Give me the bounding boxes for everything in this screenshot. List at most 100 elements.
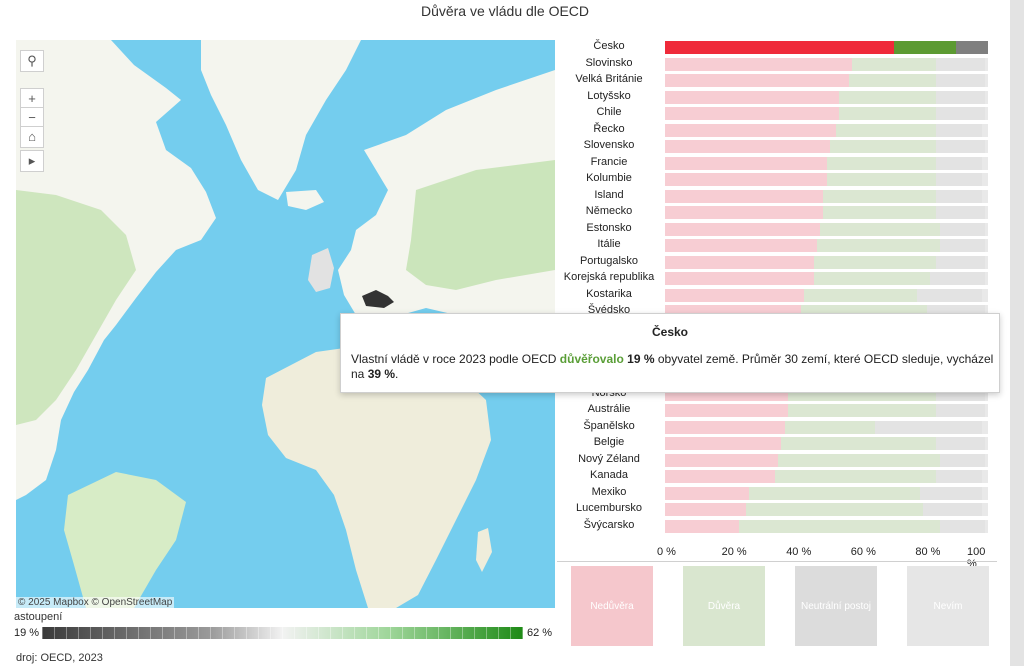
bar-segment[interactable] <box>839 90 937 104</box>
bar-segment[interactable] <box>665 189 824 203</box>
bar-segment[interactable] <box>739 519 940 533</box>
category-filter-box[interactable]: Nedůvěra <box>571 566 653 646</box>
bar-segment[interactable] <box>820 222 940 236</box>
bar-segment[interactable] <box>748 486 921 500</box>
bar-segment[interactable] <box>936 470 982 483</box>
bar-segment[interactable] <box>939 519 985 533</box>
map-attribution[interactable]: © 2025 Mapbox © OpenStreetMap <box>16 597 175 608</box>
bar-segment[interactable] <box>836 123 937 137</box>
bar-segment[interactable] <box>665 173 827 186</box>
bar-segment[interactable] <box>665 206 824 219</box>
bar-segment[interactable] <box>939 222 985 236</box>
bar-segment[interactable] <box>665 519 740 533</box>
bar-segment[interactable] <box>745 503 924 516</box>
bar-segment[interactable] <box>665 503 746 516</box>
bar-segment[interactable] <box>936 57 985 71</box>
bar-segment[interactable] <box>984 272 988 285</box>
bar-segment[interactable] <box>813 272 930 285</box>
bar-segment[interactable] <box>665 57 853 71</box>
bar-segment[interactable] <box>984 74 988 87</box>
home-icon[interactable]: ⌂ <box>20 126 44 148</box>
bar-segment[interactable] <box>665 486 749 500</box>
bar-segment[interactable] <box>981 503 988 516</box>
bar-segment[interactable] <box>816 239 940 252</box>
bar-segment[interactable] <box>826 173 937 186</box>
bar-segment[interactable] <box>984 57 988 71</box>
bar-segment[interactable] <box>829 140 937 153</box>
bar-segment[interactable] <box>984 305 988 318</box>
bar-segment[interactable] <box>823 206 937 219</box>
bar-segment[interactable] <box>981 189 988 203</box>
search-icon[interactable]: ⚲ <box>20 50 44 72</box>
bar-segment[interactable] <box>936 74 985 87</box>
bar-segment[interactable] <box>936 404 985 417</box>
bar-segment[interactable] <box>981 470 988 483</box>
bar-segment[interactable] <box>784 420 875 434</box>
bar-segment[interactable] <box>981 123 988 137</box>
bar-segment[interactable] <box>874 420 982 434</box>
bar-segment[interactable] <box>916 288 982 302</box>
bar-segment[interactable] <box>803 288 917 302</box>
bar-segment[interactable] <box>839 107 937 120</box>
zoom-out-icon[interactable]: − <box>20 107 44 129</box>
bar-segment[interactable] <box>781 437 937 450</box>
bar-segment[interactable] <box>665 272 814 285</box>
category-filter-box[interactable]: Důvěra <box>683 566 765 646</box>
bar-segment[interactable] <box>955 41 988 54</box>
bar-segment[interactable] <box>665 140 830 153</box>
bar-segment[interactable] <box>826 156 937 170</box>
bar-segment[interactable] <box>665 453 779 467</box>
bar-segment[interactable] <box>984 255 988 269</box>
bar-segment[interactable] <box>936 123 982 137</box>
bar-segment[interactable] <box>823 189 937 203</box>
bar-segment[interactable] <box>929 272 985 285</box>
bar-segment[interactable] <box>665 90 840 104</box>
bar-segment[interactable] <box>984 206 988 219</box>
bar-segment[interactable] <box>665 437 782 450</box>
bar-segment[interactable] <box>774 470 937 483</box>
bar-segment[interactable] <box>920 486 982 500</box>
bar-segment[interactable] <box>984 222 988 236</box>
bar-segment[interactable] <box>665 420 785 434</box>
bar-segment[interactable] <box>981 420 988 434</box>
bar-segment[interactable] <box>984 90 988 104</box>
bar-segment[interactable] <box>894 41 956 54</box>
bar-segment[interactable] <box>936 107 985 120</box>
category-filter-box[interactable]: Neutrální postoj <box>795 566 877 646</box>
bar-segment[interactable] <box>665 470 775 483</box>
bar-segment[interactable] <box>849 74 937 87</box>
bar-segment[interactable] <box>981 156 988 170</box>
bar-segment[interactable] <box>984 239 988 252</box>
bar-segment[interactable] <box>665 222 821 236</box>
bar-segment[interactable] <box>939 453 985 467</box>
bar-segment[interactable] <box>778 453 940 467</box>
bar-segment[interactable] <box>984 437 988 450</box>
bar-segment[interactable] <box>936 173 982 186</box>
vertical-scrollbar[interactable] <box>1010 0 1024 666</box>
bar-segment[interactable] <box>936 189 982 203</box>
bar-segment[interactable] <box>936 156 982 170</box>
bar-segment[interactable] <box>936 140 985 153</box>
bar-segment[interactable] <box>665 107 840 120</box>
bar-segment[interactable] <box>665 239 817 252</box>
bar-segment[interactable] <box>981 288 988 302</box>
bar-segment[interactable] <box>936 437 985 450</box>
bar-segment[interactable] <box>787 404 937 417</box>
bar-segment[interactable] <box>665 404 788 417</box>
bar-segment[interactable] <box>984 404 988 417</box>
bar-segment[interactable] <box>939 239 985 252</box>
bar-segment[interactable] <box>936 255 985 269</box>
bar-segment[interactable] <box>981 173 988 186</box>
bar-segment[interactable] <box>852 57 937 71</box>
bar-segment[interactable] <box>936 90 985 104</box>
bar-segment[interactable] <box>984 140 988 153</box>
bar-segment[interactable] <box>984 453 988 467</box>
bar-segment[interactable] <box>936 206 985 219</box>
bar-segment[interactable] <box>981 486 988 500</box>
bar-segment[interactable] <box>665 288 804 302</box>
bar-segment[interactable] <box>665 123 837 137</box>
bar-segment[interactable] <box>665 41 895 54</box>
bar-segment[interactable] <box>665 156 827 170</box>
bar-segment[interactable] <box>984 107 988 120</box>
bar-segment[interactable] <box>984 519 988 533</box>
